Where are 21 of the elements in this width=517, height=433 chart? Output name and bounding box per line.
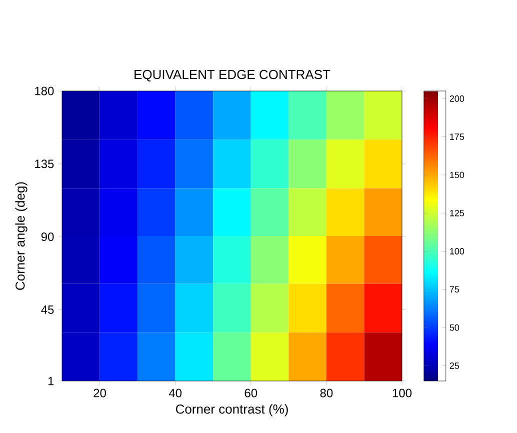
x-tick-label: 40 [168,388,182,398]
y-tick-label: 45 [41,306,54,314]
y-tick-label: 180 [35,86,54,96]
y-tick-label: 90 [41,232,54,242]
y-axis-title: Corner angle (deg) [15,182,28,290]
x-tick-label: 80 [320,388,333,398]
color-bar-label: 75 [450,286,460,293]
y-tick-label: 1 [48,376,54,386]
color-bar-label: 50 [450,324,460,331]
color-bar-label: 25 [450,362,460,369]
color-bar-label: 175 [450,134,464,140]
y-tick-label: 135 [35,160,54,168]
color-bar-label: 200 [450,95,464,102]
x-tick-label: 100 [392,388,412,398]
x-tick-label: 60 [244,388,258,398]
x-tick-label: 20 [94,388,106,398]
chart-title: EQUIVALENT EDGE CONTRAST [134,70,330,82]
x-axis-title: Corner contrast (%) [176,404,288,416]
color-bar-label: 150 [450,172,464,178]
color-bar-label: 100 [450,248,464,254]
color-bar-label: 125 [450,210,464,216]
